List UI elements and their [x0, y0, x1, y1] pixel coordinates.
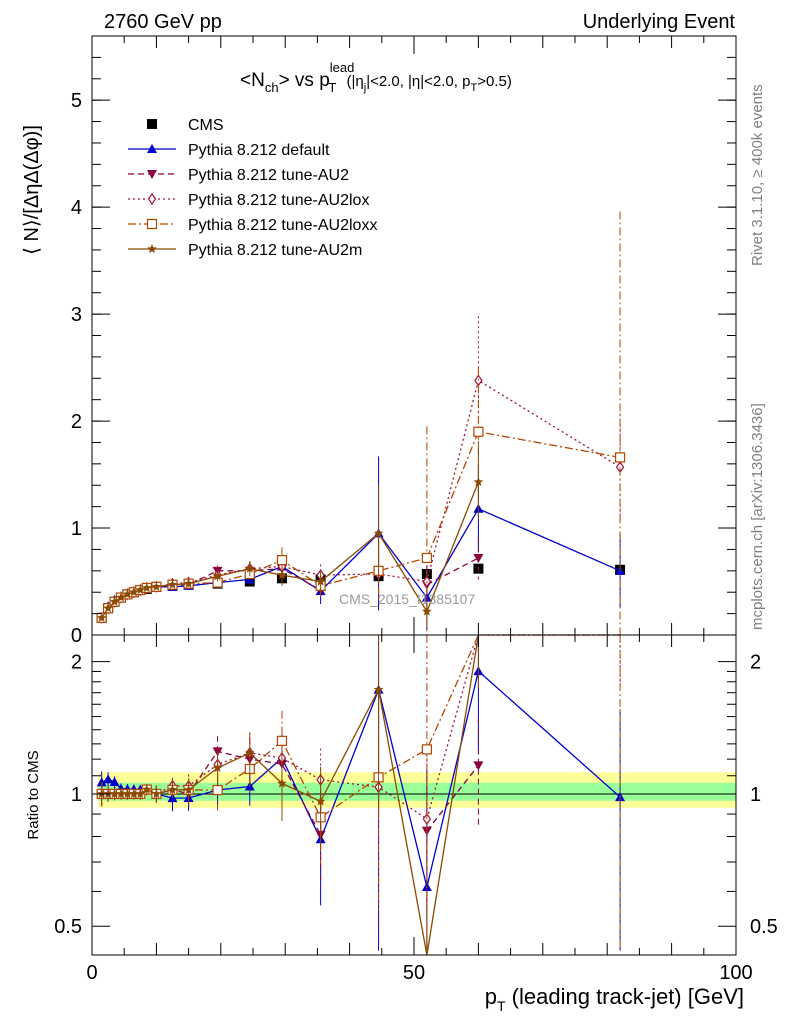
series-line-au2loxx: [101, 431, 621, 619]
ratio-point-au2m: [277, 778, 287, 788]
legend-label: Pythia 8.212 tune-AU2loxx: [188, 217, 377, 234]
ratio-tick-label: 0.5: [54, 916, 82, 938]
ratio-band-inner: [98, 782, 736, 801]
legend-marker-au2: [147, 170, 157, 179]
ratio-point-au2m: [122, 788, 133, 798]
plot-title: <Nch> vs plead T (|ηj|<2.0, |η|<2.0, pT>0…: [240, 60, 512, 95]
data-point-au2loxx: [421, 552, 432, 564]
y-tick-label: 3: [71, 304, 82, 326]
legend-label: Pythia 8.212 tune-AU2lox: [188, 192, 369, 209]
x-tick-label: 0: [86, 962, 97, 984]
ratio-tick-label: 2: [71, 652, 82, 674]
ratio-point-au2loxx: [276, 735, 288, 746]
ratio-error-band: [92, 772, 736, 808]
series-layer: [96, 211, 626, 635]
mcplots-label: mcplots.cern.ch [arXiv:1306.3436]: [749, 403, 766, 630]
ratio-point-au2m: [135, 788, 146, 798]
ratio-point-au2m: [129, 788, 139, 798]
x-axis-label: pT (leading track-jet) [GeV]: [485, 984, 744, 1014]
ratio-point-au2m: [212, 763, 223, 772]
y-axis-label: ⟨ N⟩/[ΔηΔ(Δφ)]: [21, 125, 43, 255]
y-tick-label: 4: [71, 197, 82, 219]
data-point-au2m: [135, 585, 146, 595]
ratio-point-au2m: [142, 784, 152, 794]
ratio-point-au2m: [245, 747, 255, 757]
ratio-tick-label-right: 0.5: [750, 916, 778, 938]
data-point-au2m: [103, 603, 113, 613]
x-tick-label: 50: [403, 962, 425, 984]
ratio-point-au2m: [151, 788, 162, 798]
data-point-au2m: [212, 571, 223, 581]
data-point-au2loxx: [473, 426, 484, 437]
rivet-label: Rivet 3.1.10, ≥ 400k events: [749, 84, 766, 266]
data-point-au2m: [277, 570, 287, 580]
legend-item-cms: CMS: [147, 117, 224, 134]
ratio-tick-label: 1: [71, 784, 82, 806]
series-au2loxx: [96, 211, 626, 635]
legend-marker-cms: [147, 119, 157, 129]
ratio-point-au2m: [315, 796, 326, 806]
y-tick-label: 1: [71, 518, 82, 540]
watermark: CMS_2015_I1385107: [339, 591, 475, 607]
data-point-au2m: [116, 592, 126, 602]
legend: CMS Pythia 8.212 default Pythia 8.212 tune…: [128, 117, 377, 259]
ratio-point-default: [103, 774, 114, 784]
data-point-au2m: [129, 587, 139, 597]
data-point-au2m: [422, 606, 432, 616]
series-line-au2lox: [101, 379, 621, 619]
ratio-point-au2m: [373, 684, 384, 694]
data-point-au2m: [315, 576, 326, 586]
ratio-series-au2m: [96, 634, 480, 956]
ratio-point-au2m: [183, 784, 194, 794]
ratio-point-au2: [473, 761, 484, 771]
legend-item-au2m: Pythia 8.212 tune-AU2m: [128, 242, 362, 259]
data-point-au2m: [109, 596, 120, 606]
data-point-au2m: [245, 563, 255, 573]
legend-marker-au2loxx: [146, 218, 158, 230]
y-tick-label: 0: [71, 625, 82, 647]
legend-label: Pythia 8.212 default: [188, 142, 330, 159]
ratio-axis-label: Ratio to CMS: [25, 750, 42, 839]
legend-marker-au2lox: [147, 192, 157, 206]
legend-marker-default: [147, 144, 157, 153]
data-point-au2loxx: [614, 452, 626, 463]
data-point-au2m: [183, 578, 194, 588]
ratio-point-au2loxx: [421, 744, 432, 755]
x-tick-label: 100: [719, 962, 752, 984]
data-point-au2m: [167, 579, 178, 589]
legend-label: CMS: [188, 117, 224, 134]
data-point-au2m: [96, 612, 107, 622]
y-tick-label: 5: [71, 90, 82, 112]
legend-item-au2loxx: Pythia 8.212 tune-AU2loxx: [128, 217, 377, 234]
ratio-series-layer: [96, 634, 626, 956]
data-point-au2m: [142, 582, 152, 592]
ratio-point-default: [109, 777, 120, 787]
ratio-point-au2loxx: [212, 784, 223, 796]
data-point-au2loxx: [276, 555, 288, 566]
ratio-point-au2m: [116, 788, 126, 798]
header-left: 2760 GeV pp: [104, 11, 222, 33]
legend-marker-au2m: [147, 244, 157, 253]
series-au2lox: [97, 316, 625, 624]
ratio-point-au2m: [109, 788, 120, 798]
data-point-au2m: [151, 581, 162, 591]
ratio-point-default: [96, 777, 107, 787]
legend-item-default: Pythia 8.212 default: [128, 142, 330, 159]
y-tick-label: 2: [71, 411, 82, 433]
ratio-tick-label-right: 1: [750, 784, 761, 806]
data-point-au2m: [373, 528, 384, 538]
series-au2m: [96, 444, 484, 623]
header-right: Underlying Event: [583, 11, 736, 33]
ratio-tick-label-right: 2: [750, 652, 761, 674]
data-point-au2m: [473, 477, 484, 487]
legend-label: Pythia 8.212 tune-AU2: [188, 167, 349, 184]
legend-item-au2lox: Pythia 8.212 tune-AU2lox: [128, 192, 369, 209]
legend-label: Pythia 8.212 tune-AU2m: [188, 242, 362, 259]
legend-item-au2: Pythia 8.212 tune-AU2: [128, 167, 349, 184]
data-point-au2: [473, 553, 484, 563]
data-point-au2m: [122, 589, 133, 599]
ratio-point-au2m: [167, 784, 178, 794]
